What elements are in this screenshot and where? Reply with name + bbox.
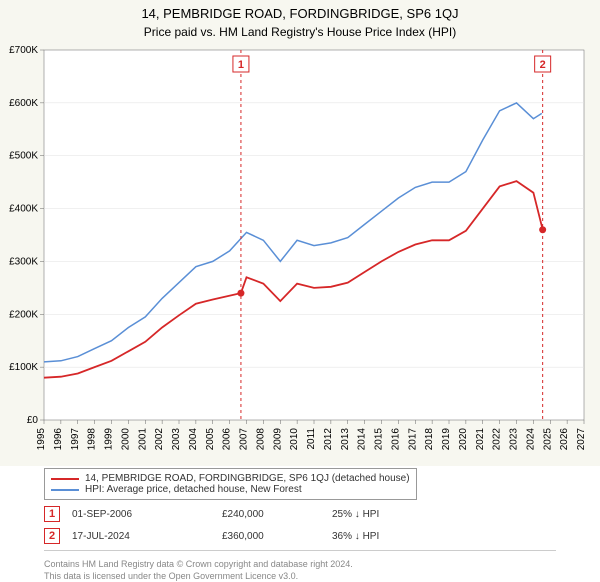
legend-swatch bbox=[51, 478, 79, 480]
transaction-row: 2 17-JUL-2024£360,00036% ↓ HPI bbox=[44, 528, 556, 544]
chart-subtitle: Price paid vs. HM Land Registry's House … bbox=[144, 25, 456, 39]
transaction-delta: 25% ↓ HPI bbox=[332, 509, 452, 520]
x-tick-label: 2003 bbox=[171, 428, 182, 451]
marker-dot bbox=[237, 290, 244, 297]
transaction-marker: 2 bbox=[44, 528, 60, 544]
footer-line: This data is licensed under the Open Gov… bbox=[44, 571, 556, 582]
x-tick-label: 2009 bbox=[272, 428, 283, 451]
x-tick-label: 2013 bbox=[340, 428, 351, 451]
y-tick-label: £300K bbox=[9, 256, 38, 267]
x-tick-label: 2000 bbox=[120, 428, 131, 451]
y-tick-label: £200K bbox=[9, 309, 38, 320]
x-tick-label: 2027 bbox=[576, 428, 587, 451]
x-tick-label: 2018 bbox=[424, 428, 435, 451]
y-tick-label: £500K bbox=[9, 151, 38, 162]
marker-label: 2 bbox=[540, 59, 546, 71]
legend-item: 14, PEMBRIDGE ROAD, FORDINGBRIDGE, SP6 1… bbox=[51, 473, 410, 484]
x-tick-label: 1996 bbox=[53, 428, 64, 451]
transaction-row: 1 01-SEP-2006£240,00025% ↓ HPI bbox=[44, 506, 556, 522]
y-tick-label: £600K bbox=[9, 98, 38, 109]
x-tick-label: 2005 bbox=[205, 428, 216, 451]
x-tick-label: 2007 bbox=[239, 428, 250, 451]
x-tick-label: 2023 bbox=[509, 428, 520, 451]
x-tick-label: 2021 bbox=[475, 428, 486, 451]
x-tick-label: 2016 bbox=[390, 428, 401, 451]
x-tick-label: 2002 bbox=[154, 428, 165, 451]
transaction-date: 17-JUL-2024 bbox=[72, 531, 222, 542]
chart-container: 14, PEMBRIDGE ROAD, FORDINGBRIDGE, SP6 1… bbox=[0, 0, 600, 560]
transaction-delta: 36% ↓ HPI bbox=[332, 531, 452, 542]
footer-line: Contains HM Land Registry data © Crown c… bbox=[44, 559, 556, 571]
legend-item: HPI: Average price, detached house, New … bbox=[51, 484, 410, 495]
x-tick-label: 2011 bbox=[306, 428, 317, 450]
x-tick-label: 2022 bbox=[492, 428, 503, 451]
divider bbox=[44, 550, 556, 551]
x-tick-label: 2006 bbox=[222, 428, 233, 451]
x-tick-label: 2024 bbox=[525, 428, 536, 451]
x-tick-label: 2020 bbox=[458, 428, 469, 451]
x-tick-label: 1997 bbox=[70, 428, 81, 451]
x-tick-label: 2012 bbox=[323, 428, 334, 451]
x-tick-label: 1995 bbox=[36, 428, 47, 451]
y-tick-label: £400K bbox=[9, 204, 38, 215]
transaction-marker: 1 bbox=[44, 506, 60, 522]
x-tick-label: 1998 bbox=[87, 428, 98, 451]
legend-label: HPI: Average price, detached house, New … bbox=[85, 484, 302, 495]
x-tick-label: 2026 bbox=[559, 428, 570, 451]
y-tick-label: £0 bbox=[27, 415, 39, 426]
x-tick-label: 2001 bbox=[137, 428, 148, 451]
chart-title: 14, PEMBRIDGE ROAD, FORDINGBRIDGE, SP6 1… bbox=[141, 6, 458, 21]
x-tick-label: 2017 bbox=[407, 428, 418, 451]
transaction-date: 01-SEP-2006 bbox=[72, 509, 222, 520]
chart-footer-area: 14, PEMBRIDGE ROAD, FORDINGBRIDGE, SP6 1… bbox=[0, 466, 600, 582]
x-tick-label: 2019 bbox=[441, 428, 452, 451]
y-tick-label: £100K bbox=[9, 362, 38, 373]
x-tick-label: 2015 bbox=[374, 428, 385, 451]
price-chart: 14, PEMBRIDGE ROAD, FORDINGBRIDGE, SP6 1… bbox=[0, 0, 600, 466]
y-tick-label: £700K bbox=[9, 45, 38, 56]
transaction-price: £360,000 bbox=[222, 531, 332, 542]
x-tick-label: 2025 bbox=[542, 428, 553, 451]
legend: 14, PEMBRIDGE ROAD, FORDINGBRIDGE, SP6 1… bbox=[44, 468, 417, 500]
x-tick-label: 1999 bbox=[104, 428, 115, 451]
marker-label: 1 bbox=[238, 59, 244, 71]
legend-swatch bbox=[51, 489, 79, 491]
marker-dot bbox=[539, 226, 546, 233]
x-tick-label: 2004 bbox=[188, 428, 199, 451]
x-tick-label: 2014 bbox=[357, 428, 368, 451]
x-tick-label: 2010 bbox=[289, 428, 300, 451]
x-tick-label: 2008 bbox=[255, 428, 266, 451]
transaction-price: £240,000 bbox=[222, 509, 332, 520]
legend-label: 14, PEMBRIDGE ROAD, FORDINGBRIDGE, SP6 1… bbox=[85, 473, 410, 484]
footer-note: Contains HM Land Registry data © Crown c… bbox=[44, 559, 556, 582]
